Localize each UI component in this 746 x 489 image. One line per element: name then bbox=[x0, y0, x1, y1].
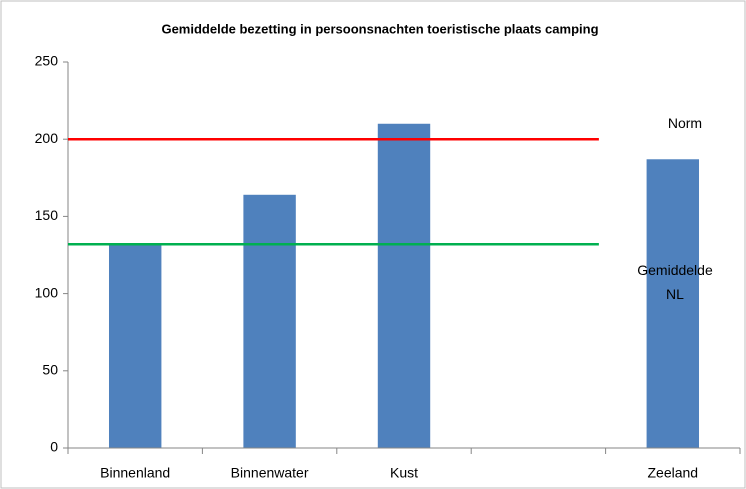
bar bbox=[377, 123, 431, 448]
x-tick-label: Binnenland bbox=[100, 465, 170, 481]
x-tick-label: Binnenwater bbox=[231, 465, 309, 481]
reference-label: Norm bbox=[667, 115, 703, 132]
y-tick-label: 0 bbox=[50, 439, 58, 455]
y-tick-label: 200 bbox=[35, 130, 59, 146]
y-tick-label: 100 bbox=[35, 284, 59, 300]
bar bbox=[108, 244, 162, 448]
reference-label: Gemiddelde NL bbox=[637, 262, 713, 303]
chart-title: Gemiddelde bezetting in persoonsnachten … bbox=[161, 21, 598, 36]
y-tick-label: 150 bbox=[35, 207, 59, 223]
bar bbox=[243, 194, 296, 448]
x-tick-label: Kust bbox=[390, 465, 418, 481]
y-tick-label: 50 bbox=[42, 362, 58, 378]
x-tick-label: Zeeland bbox=[648, 465, 699, 481]
bar bbox=[646, 159, 700, 448]
y-tick-label: 250 bbox=[35, 53, 59, 69]
